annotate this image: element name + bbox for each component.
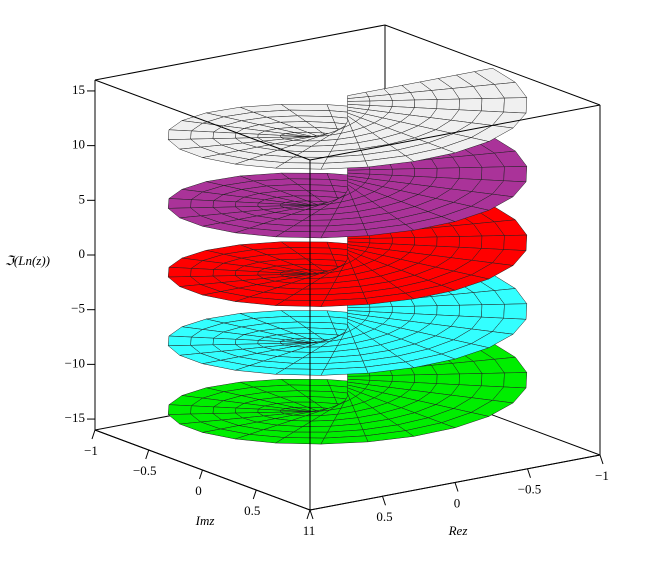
z-tick-label: −15	[65, 410, 85, 425]
surface-patch	[481, 97, 505, 113]
surface-patch	[235, 407, 259, 414]
surface-patch	[369, 237, 393, 245]
surface-patch	[503, 303, 528, 320]
surface-patch	[347, 92, 369, 99]
surface-patch	[167, 335, 192, 347]
surface-patch	[436, 98, 460, 111]
surface-patch	[190, 268, 214, 277]
surface-patch	[190, 199, 214, 209]
surface-patch	[365, 224, 415, 236]
z-tick-label: −5	[71, 301, 85, 316]
surface-patch	[503, 166, 528, 183]
x-tick-label: 0.5	[376, 509, 392, 524]
z-tick-label: 5	[79, 191, 86, 206]
surface-patch	[275, 368, 325, 376]
surface-patch	[458, 304, 483, 318]
surface-patch	[235, 270, 259, 276]
surface-patch	[414, 305, 438, 316]
surface-patch	[275, 162, 325, 170]
box-edge	[94, 79, 311, 161]
surface-patch	[436, 373, 460, 385]
surface-patch	[458, 167, 483, 180]
surface-patch	[365, 361, 415, 374]
x-tick-label: −0.5	[518, 482, 542, 497]
surface-patch	[212, 200, 237, 208]
y-tick-label: −0.5	[133, 463, 157, 478]
x-tick-label: 1	[309, 523, 316, 538]
z-tick-label: 10	[72, 137, 85, 152]
x-tick-label: 0	[454, 495, 461, 510]
surface-patch	[190, 130, 214, 140]
z-tick-label: 0	[79, 246, 86, 261]
surface-patch	[503, 97, 528, 114]
surface-patch	[275, 437, 325, 445]
y-tick	[145, 449, 150, 460]
x-tick	[527, 468, 531, 478]
surface-patch	[503, 234, 528, 251]
surface-patch	[365, 292, 415, 305]
surface-patch	[436, 304, 460, 317]
surface-patch	[167, 267, 192, 278]
y-tick-label: 0	[195, 483, 202, 498]
surface	[167, 67, 528, 445]
surface-patch	[481, 372, 505, 388]
x-tick	[454, 482, 459, 492]
y-tick-label: −1	[84, 443, 98, 458]
surface-patch	[369, 100, 393, 107]
surface-patch	[481, 166, 505, 181]
surface-patch	[190, 405, 214, 415]
surface-patch	[212, 131, 237, 139]
surface-patch	[365, 430, 415, 443]
z-axis-title: ℑ(Ln(z))	[5, 253, 50, 268]
y-axis-title: Imz	[195, 513, 215, 528]
y-tick	[91, 429, 96, 440]
surface-patch	[458, 373, 483, 387]
surface-patch	[167, 404, 192, 415]
surface-patch	[436, 167, 460, 179]
surface-patch	[365, 155, 415, 168]
surface-patch	[275, 231, 325, 239]
surface-patch	[369, 168, 393, 176]
box-edge	[309, 104, 601, 161]
surface-patch	[212, 406, 237, 414]
box-edge	[94, 24, 386, 81]
x-tick-label: −1	[595, 468, 609, 483]
surface-patch	[235, 339, 259, 345]
surface-patch	[414, 167, 438, 178]
z-tick-label: 15	[72, 82, 85, 97]
surface-patch	[481, 303, 505, 319]
surface-patch	[190, 336, 214, 346]
surface-patch	[167, 198, 192, 209]
surface-patch	[503, 372, 528, 389]
surface-patch	[212, 269, 237, 277]
y-tick	[252, 489, 257, 500]
front-layer: −15 −10 −5 0 5 10 15 −1 −0.5 0 0.5 1 −1 −0.5 0 0.5 1	[65, 79, 609, 538]
z-tick-label: −10	[65, 355, 85, 370]
x-axis-title: Rez	[448, 523, 468, 538]
y-tick	[306, 509, 311, 520]
surface-patch	[414, 374, 438, 384]
surface-patch	[414, 99, 438, 109]
surface-patch	[481, 235, 505, 250]
surface-patch	[458, 235, 483, 249]
surface-patch	[369, 306, 393, 313]
x-tick	[382, 496, 386, 506]
surface-patch	[275, 299, 325, 307]
surface-patch	[436, 236, 460, 248]
surface-patch	[369, 375, 393, 382]
box-edge	[384, 24, 601, 106]
y-tick-label: 1	[303, 523, 310, 538]
surface-patch	[458, 98, 483, 112]
surface-patch	[167, 129, 192, 140]
surface-patch	[212, 337, 237, 346]
x-tick	[309, 509, 314, 520]
y-tick	[199, 469, 203, 480]
surface-patch	[235, 201, 259, 208]
y-tick-label: 0.5	[244, 503, 260, 518]
x-tick	[599, 454, 604, 465]
surface-patch	[414, 236, 438, 247]
